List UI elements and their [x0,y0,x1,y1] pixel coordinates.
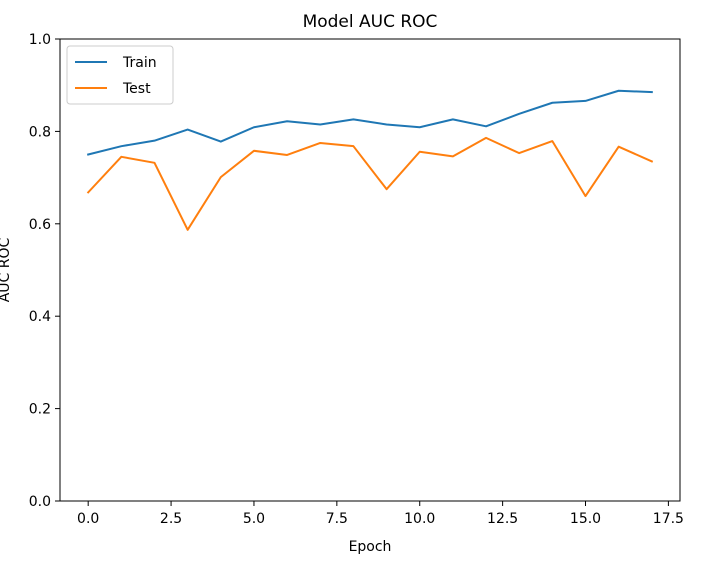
x-tick-label: 2.5 [160,511,182,527]
series-layer [86,89,654,231]
x-axis: 0.0 2.5 5.0 7.5 10.0 12.5 15.0 17.5 [77,501,684,527]
x-tick-label: 0.0 [77,511,99,527]
x-tick-label: 5.0 [243,511,265,527]
plot-frame [59,38,681,502]
y-axis: 0.0 0.2 0.4 0.6 0.8 1.0 [29,32,60,510]
legend-label-test: Test [122,81,151,97]
x-tick-label: 10.0 [404,511,435,527]
y-tick-label: 0.8 [29,124,51,140]
y-tick-label: 1.0 [29,32,51,48]
y-tick-label: 0.2 [29,402,51,418]
x-tick-label: 17.5 [653,511,684,527]
x-tick-label: 15.0 [570,511,601,527]
x-tick-label: 12.5 [487,511,518,527]
y-tick-label: 0.4 [29,309,51,325]
x-axis-title: Epoch [349,539,392,555]
y-axis-title: AUC ROC [0,237,13,302]
series-line-test [86,136,654,231]
legend-box [66,45,174,105]
x-tick-label: 7.5 [326,511,348,527]
chart-title: Model AUC ROC [303,12,438,32]
y-tick-label: 0.0 [29,494,51,510]
legend-label-train: Train [122,55,157,71]
y-tick-label: 0.6 [29,217,51,233]
series-line-train [86,89,653,156]
legend: Train Test [66,45,174,105]
